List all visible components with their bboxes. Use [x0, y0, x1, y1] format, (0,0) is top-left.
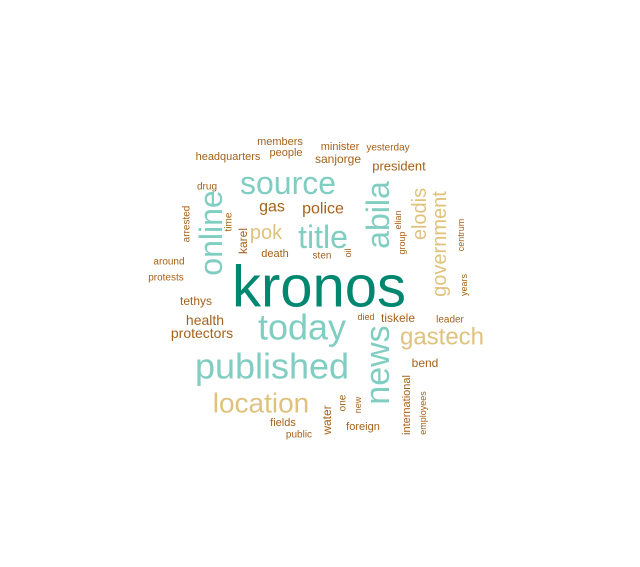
- word-minister: minister: [321, 141, 360, 153]
- word-centrum: centrum: [456, 219, 466, 252]
- word-abila: abila: [360, 181, 396, 249]
- word-members: members: [257, 136, 303, 148]
- word-pok: pok: [250, 222, 283, 244]
- word-bend: bend: [412, 356, 439, 370]
- word-location: location: [213, 388, 310, 419]
- word-gas: gas: [259, 199, 285, 216]
- word-health: health: [186, 312, 224, 328]
- word-death: death: [261, 248, 289, 260]
- word-around: around: [153, 257, 184, 268]
- word-water: water: [320, 405, 334, 435]
- word-protests: protests: [148, 273, 184, 284]
- word-died: died: [357, 312, 374, 322]
- word-protectors: protectors: [171, 325, 233, 341]
- word-group: group: [397, 231, 407, 254]
- word-drug: drug: [197, 182, 217, 193]
- word-source: source: [240, 165, 336, 201]
- word-kronos: kronos: [232, 255, 406, 320]
- word-years: years: [459, 274, 469, 297]
- word-today: today: [258, 307, 346, 348]
- word-yesterday: yesterday: [366, 143, 409, 154]
- word-time: time: [224, 212, 235, 231]
- word-elodis: elodis: [409, 188, 431, 240]
- word-sanjorge: sanjorge: [315, 152, 361, 166]
- word-new: new: [353, 396, 363, 413]
- word-international: international: [401, 375, 413, 435]
- word-sten: sten: [313, 251, 332, 262]
- word-karel: karel: [236, 228, 250, 254]
- word-president: president: [372, 159, 426, 174]
- word-oil: oil: [343, 248, 353, 257]
- word-elian: elian: [393, 210, 403, 229]
- word-news: news: [359, 325, 397, 404]
- word-public: public: [286, 430, 312, 441]
- word-tiskele: tiskele: [381, 311, 415, 325]
- word-published: published: [195, 346, 349, 387]
- word-fields: fields: [270, 417, 296, 429]
- word-one: one: [338, 394, 349, 411]
- word-foreign: foreign: [346, 421, 380, 433]
- word-headquarters: headquarters: [196, 151, 261, 163]
- word-leader: leader: [436, 315, 464, 326]
- word-online: online: [193, 190, 229, 275]
- word-police: police: [302, 201, 344, 218]
- word-people: people: [269, 147, 302, 159]
- word-gastech: gastech: [400, 324, 484, 351]
- word-tethys: tethys: [180, 294, 212, 308]
- word-title: title: [298, 219, 348, 255]
- word-employees: employees: [418, 391, 428, 435]
- word-arrested: arrested: [182, 206, 193, 243]
- word-government: government: [429, 191, 451, 297]
